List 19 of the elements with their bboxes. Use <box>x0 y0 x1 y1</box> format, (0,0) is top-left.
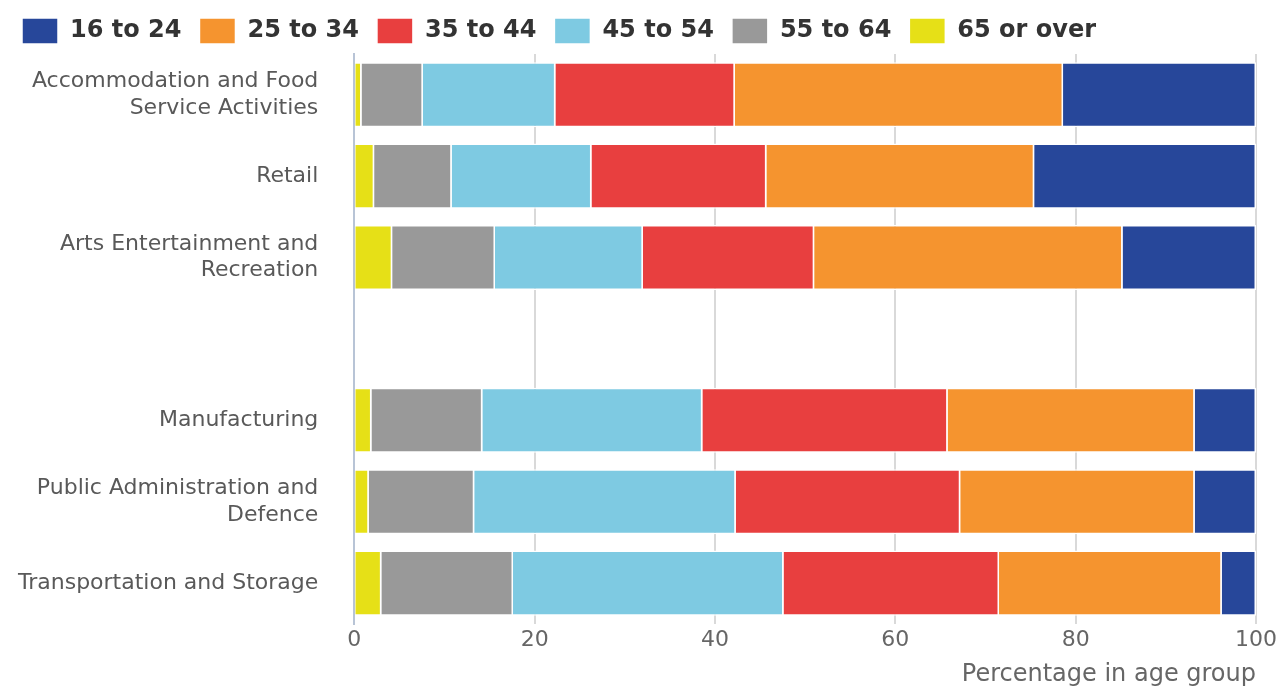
legend-label: 35 to 44 <box>424 15 537 44</box>
y-tick-label: Public Administration and Defence <box>36 474 319 526</box>
x-tick-label: 20 <box>520 625 549 651</box>
legend-label: 16 to 24 <box>70 15 182 44</box>
legend-label: 65 or over <box>957 15 1097 44</box>
x-tick-label: 40 <box>700 625 729 651</box>
legend-label: 45 to 54 <box>602 15 714 44</box>
y-tick-label: Accommodation and Food Service Activities <box>31 67 319 119</box>
x-tick-label: 80 <box>1061 625 1090 651</box>
legend-label: 55 to 64 <box>779 15 892 44</box>
x-axis-title: Percentage in age group <box>961 658 1256 687</box>
y-tick-label: Transportation and Storage <box>17 568 319 594</box>
x-tick-label: 0 <box>347 625 362 651</box>
y-tick-label: Retail <box>256 161 319 187</box>
legend-label: 25 to 34 <box>247 15 359 44</box>
x-tick-label: 60 <box>881 625 910 651</box>
y-tick-label: Manufacturing <box>159 406 319 432</box>
y-tick-label: Arts Entertainment and Recreation <box>60 230 319 282</box>
x-tick-label: 100 <box>1235 625 1277 651</box>
